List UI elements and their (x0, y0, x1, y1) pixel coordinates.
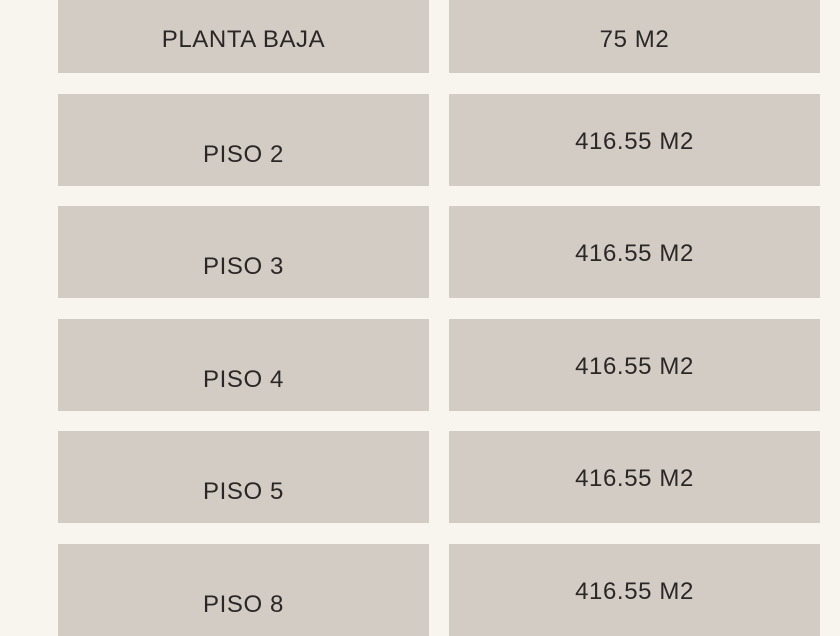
floor-label: PISO 3 (203, 253, 284, 280)
floor-label: PLANTA BAJA (161, 26, 326, 53)
area-value: 416.55 M2 (575, 127, 694, 155)
area-cell: 416.55 M2 (449, 318, 820, 411)
area-cell: 416.55 M2 (449, 431, 820, 523)
area-cell: 416.55 M2 (449, 543, 820, 636)
area-cell: 416.55 M2 (449, 93, 820, 186)
area-cell-header: 75 M2 (449, 0, 820, 73)
floor-cell: PISO 8 (58, 543, 429, 636)
floor-label: PISO 5 (203, 478, 284, 505)
area-value: 416.55 M2 (575, 465, 694, 492)
floor-cell: PISO 5 (58, 431, 429, 523)
area-value: 416.55 M2 (575, 240, 694, 267)
floor-cell: PISO 2 (58, 93, 429, 186)
floor-label: PISO 2 (203, 140, 284, 168)
area-value: 416.55 M2 (575, 577, 694, 605)
area-cell: 416.55 M2 (449, 206, 820, 298)
floor-cell-header: PLANTA BAJA (58, 0, 429, 73)
floor-label: PISO 8 (203, 590, 284, 618)
floor-cell: PISO 3 (58, 206, 429, 298)
area-value: 75 M2 (599, 26, 670, 53)
floor-area-table: PLANTA BAJA 75 M2 PISO 2 416.55 M2 PISO … (58, 0, 820, 636)
floor-label: PISO 4 (203, 365, 284, 393)
area-value: 416.55 M2 (575, 352, 694, 380)
floor-cell: PISO 4 (58, 318, 429, 411)
